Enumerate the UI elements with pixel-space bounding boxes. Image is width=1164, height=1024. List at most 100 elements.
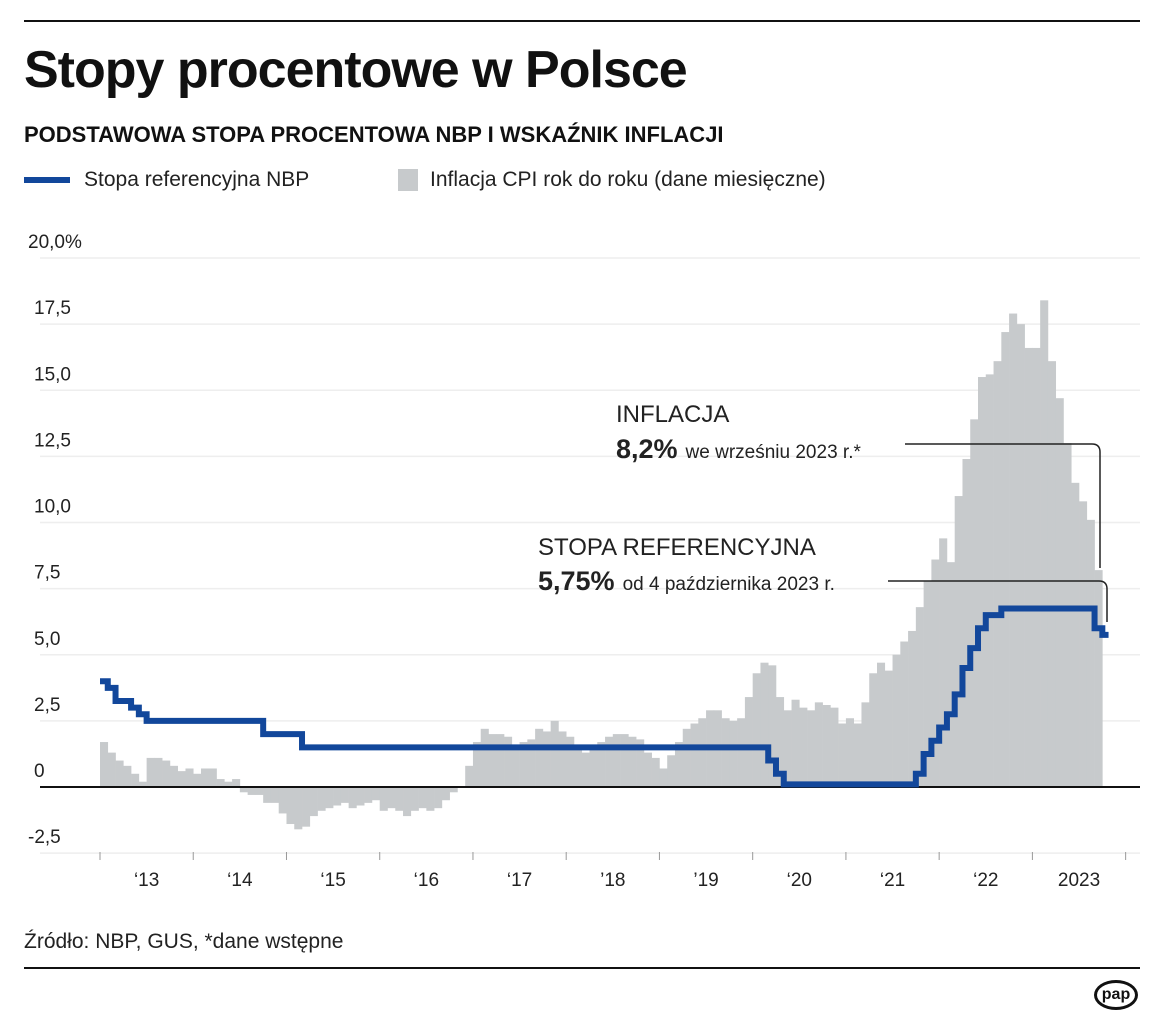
- inflation-bar: [504, 736, 513, 787]
- inflation-bar: [535, 728, 544, 787]
- y-tick-label: 15,0: [34, 364, 71, 385]
- inflation-bar: [138, 781, 147, 787]
- inflation-bar: [1040, 300, 1049, 787]
- inflation-bar: [1063, 443, 1072, 787]
- x-tick-label: ‘22: [973, 870, 998, 891]
- y-tick-label: 5,0: [34, 629, 60, 650]
- inflation-bar: [1086, 519, 1095, 787]
- chart-title: Stopy procentowe w Polsce: [24, 41, 688, 99]
- inflation-bar: [519, 742, 528, 787]
- x-tick-label: ‘20: [787, 870, 812, 891]
- inflation-bar: [550, 720, 559, 787]
- legend-label-rate: Stopa referencyjna NBP: [84, 168, 310, 191]
- inflation-bar: [154, 757, 163, 787]
- inflation-bar: [1047, 361, 1057, 787]
- inflation-bar: [682, 728, 691, 787]
- inflation-bar: [356, 787, 365, 806]
- inflation-bar: [270, 787, 280, 803]
- bottom-rule: [24, 967, 1140, 969]
- inflation-bar: [636, 739, 645, 787]
- inflation-bar: [115, 760, 124, 787]
- inflation-bar: [620, 734, 629, 787]
- inflation-bar: [1024, 347, 1033, 787]
- x-tick-label: ‘13: [134, 870, 159, 891]
- x-tick-label: 2023: [1058, 870, 1100, 891]
- inflation-bar: [449, 787, 458, 793]
- annotation-inflation-desc: we wrześniu 2023 r.*: [685, 442, 862, 463]
- inflation-bar: [193, 773, 202, 787]
- y-tick-label: 0: [34, 761, 45, 782]
- annotations: INFLACJA 8,2% we wrześniu 2023 r.* STOPA …: [538, 401, 1108, 622]
- inflation-bar: [822, 705, 831, 787]
- inflation-bar: [651, 757, 660, 787]
- inflation-bar: [752, 673, 761, 787]
- inflation-bar: [340, 787, 349, 803]
- inflation-bar: [566, 736, 575, 787]
- inflation-bar: [1016, 324, 1025, 787]
- inflation-bar: [348, 787, 357, 809]
- inflation-bar: [278, 787, 287, 814]
- inflation-bar: [333, 787, 342, 806]
- inflation-bar: [488, 734, 497, 787]
- pap-logo: pap: [1094, 980, 1138, 1010]
- inflation-bar: [1001, 332, 1010, 787]
- inflation-bar: [232, 779, 241, 787]
- legend-label-inflation: Inflacja CPI rok do roku (dane miesięczn…: [430, 168, 826, 191]
- annotation-rate-text: 5,75% od 4 października 2023 r.: [538, 566, 835, 596]
- inflation-bar: [100, 742, 109, 787]
- inflation-bar: [690, 723, 699, 787]
- inflation-bar: [612, 734, 621, 787]
- inflation-bar: [1032, 347, 1041, 787]
- inflation-bar: [496, 734, 505, 787]
- inflation-bar: [255, 787, 264, 795]
- inflation-bar: [597, 742, 606, 787]
- inflation-bar: [107, 752, 116, 787]
- inflation-bar: [978, 377, 987, 787]
- chart-subtitle: PODSTAWOWA STOPA PROCENTOWA NBP I WSKAŹN…: [24, 122, 724, 147]
- inflation-bar: [946, 562, 955, 787]
- inflation-bar: [208, 768, 217, 787]
- inflation-bar: [185, 768, 194, 787]
- inflation-bar: [395, 787, 404, 811]
- inflation-bar: [558, 731, 567, 787]
- inflation-bar: [931, 559, 940, 787]
- inflation-bar: [830, 707, 839, 787]
- y-tick-label: 20,0%: [28, 232, 82, 253]
- inflation-bar: [807, 710, 816, 787]
- legend-swatch-rate: [24, 177, 70, 183]
- inflation-bar: [877, 662, 886, 787]
- inflation-bar: [201, 768, 210, 787]
- inflation-bar: [993, 361, 1002, 787]
- inflation-bar: [589, 744, 598, 787]
- inflation-bar: [1071, 482, 1080, 787]
- inflation-bar: [418, 787, 427, 809]
- inflation-bar: [239, 787, 248, 793]
- inflation-bar: [760, 662, 769, 787]
- inflation-bar: [1094, 570, 1103, 787]
- inflation-bar: [131, 773, 140, 787]
- inflation-bar: [247, 787, 256, 795]
- inflation-bar: [908, 630, 917, 787]
- x-tick-label: ‘21: [880, 870, 905, 891]
- inflation-bar: [317, 787, 326, 811]
- inflation-bar: [581, 752, 590, 787]
- inflation-bar: [698, 718, 707, 787]
- inflation-bar: [737, 718, 746, 787]
- inflation-bar: [962, 459, 971, 787]
- inflation-bar: [721, 718, 730, 787]
- inflation-bar: [434, 787, 443, 809]
- inflation-bar: [542, 731, 551, 787]
- inflation-bar: [783, 710, 792, 787]
- inflation-bar: [1055, 398, 1064, 787]
- annotation-rate-label: STOPA REFERENCYJNA: [538, 534, 816, 561]
- inflation-bar: [814, 702, 823, 787]
- x-tick-label: ‘16: [414, 870, 439, 891]
- inflation-bar: [869, 673, 878, 787]
- inflation-bar: [123, 765, 132, 787]
- inflation-bar: [162, 760, 171, 787]
- inflation-bar: [791, 699, 800, 787]
- inflation-bar: [744, 697, 753, 787]
- inflation-bar: [674, 742, 684, 787]
- inflation-bar: [853, 723, 862, 787]
- inflation-bar: [573, 749, 583, 787]
